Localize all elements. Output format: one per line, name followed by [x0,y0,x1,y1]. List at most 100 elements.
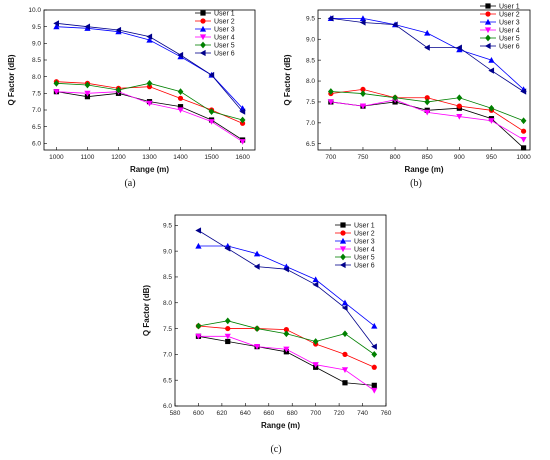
chart-panel: 700 750 800 850 900 950 1000 6.5 7.0 7.5 8.0 8.5 9.0… [283,3,531,189]
y-tick-label: 6.5 [163,377,172,384]
y-tick-label: 9.0 [306,36,315,43]
data-point [239,139,246,145]
x-tick-label: 1500 [204,154,219,161]
data-point [456,113,463,120]
data-point [424,98,431,106]
x-tick-label: 580 [170,410,181,417]
legend-label: User 1 [499,3,520,10]
data-point [360,86,366,93]
y-tick-label: 8.0 [306,78,315,85]
y-tick-label: 8.0 [32,74,41,81]
x-tick-label: 680 [287,410,298,417]
data-point [327,99,334,106]
y-tick-label: 7.5 [32,91,41,98]
legend-label: User 1 [214,10,235,17]
data-point [195,322,202,330]
data-point [283,327,289,333]
data-point [53,89,60,95]
data-point [253,250,261,257]
legend-marker [199,25,207,32]
data-point [488,118,495,124]
series-user-1 [195,333,377,388]
data-point [253,344,261,350]
data-point [177,107,184,114]
data-point [84,90,91,97]
data-point [283,346,290,353]
data-point [327,88,334,95]
data-point [456,44,462,51]
y-tick-label: 8.5 [306,57,315,64]
x-tick-label: 950 [486,154,497,161]
plot-frame [317,9,531,151]
chart-panel: 580 600 620 640 660 680 700 720 740 760 6.0 6.5 7.0 7… [142,214,392,455]
data-point [195,333,202,340]
series-user-5 [195,317,378,358]
y-tick-label: 9.5 [32,24,41,31]
plot-frame [174,214,387,407]
y-tick-label: 9.0 [163,248,172,255]
series-line [330,99,524,140]
series-user-6 [53,20,246,115]
data-point [312,281,319,288]
y-axis-label: Q Factor (dB) [283,54,292,105]
data-point [359,103,367,110]
y-tick-label: 8.0 [163,300,172,307]
x-tick-label: 1100 [80,154,94,161]
data-point [342,380,348,386]
x-tick-label: 750 [358,154,369,161]
chart-panel: 1000 1100 1200 1300 1400 1500 1600 6.0 6.5 7.0 7.5… [7,7,256,189]
series-user-3 [195,242,378,329]
data-point [177,88,184,96]
legend-marker [339,261,346,269]
data-point [84,81,91,89]
x-tick-label: 1400 [173,154,188,161]
legend-label: User 5 [499,35,520,42]
y-tick-label: 6.5 [32,124,41,131]
data-point [224,245,231,252]
series-user-5 [327,88,527,125]
data-point [254,325,260,332]
data-point [456,46,463,53]
data-point [424,109,431,116]
legend-marker [485,3,491,9]
x-axis-label: Range (m) [404,165,443,174]
legend-marker [485,11,491,17]
data-point [520,117,527,125]
series-line [198,335,375,386]
data-point [488,104,495,112]
y-tick-label: 9.5 [306,16,315,23]
data-point [424,44,430,51]
legend-marker [339,237,347,244]
data-point [371,322,378,329]
y-axis-label: Q Factor (dB) [7,54,16,105]
legend-marker [340,253,346,261]
data-point [456,94,463,102]
legend-label: User 4 [214,34,235,41]
data-point [341,367,349,373]
x-tick-label: 760 [381,410,392,417]
data-point [53,20,60,27]
y-tick-label: 7.0 [32,107,41,114]
data-point [195,227,202,234]
data-point [146,100,153,107]
data-point [488,67,495,74]
legend-marker [199,49,206,57]
data-point [239,116,246,124]
data-point [520,136,527,143]
data-point [239,108,246,115]
x-tick-label: 1300 [142,154,157,161]
data-point [177,51,184,59]
data-point [342,351,348,357]
x-tick-label: 1600 [235,154,250,161]
data-point [371,387,378,394]
data-point [253,263,260,270]
data-point [456,103,462,109]
legend-marker [340,230,346,236]
x-tick-label: 1000 [516,154,531,161]
series-line [56,91,243,141]
x-tick-label: 850 [422,154,433,161]
y-tick-label: 8.5 [32,57,41,64]
legend-marker [200,18,206,24]
data-point [115,26,122,34]
